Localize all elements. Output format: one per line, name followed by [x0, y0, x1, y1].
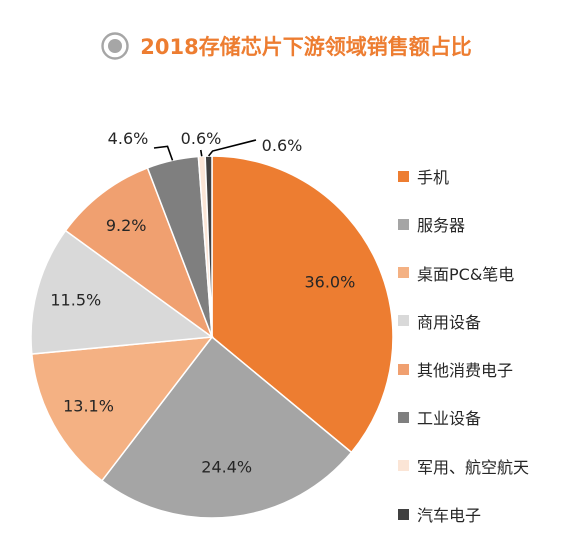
- legend-item-8: 汽车电子: [398, 502, 529, 526]
- legend-item-5: 其他消费电子: [398, 357, 529, 381]
- pie-data-label-8: 0.6%: [262, 136, 303, 155]
- legend-label-3: 桌面PC&笔电: [417, 264, 515, 284]
- legend-item-3: 桌面PC&笔电: [398, 261, 529, 285]
- legend-item-6: 工业设备: [398, 405, 529, 429]
- legend-swatch-3: [398, 267, 409, 279]
- pie-data-label-2: 24.4%: [201, 458, 252, 477]
- pie-slice-3: [30, 336, 214, 482]
- legend-label-6: 工业设备: [417, 409, 482, 429]
- pie-data-label-6: 4.6%: [108, 129, 149, 148]
- legend-item-7: 军用、航空航天: [398, 454, 529, 478]
- legend-swatch-8: [398, 508, 409, 520]
- pie-slices: [30, 155, 394, 519]
- radio-target-icon: [101, 32, 129, 60]
- legend-swatch-2: [398, 218, 409, 230]
- legend-label-7: 军用、航空航天: [417, 457, 530, 477]
- chart-title: 2018存储芯片下游领域销售额占比: [140, 35, 472, 59]
- callout-line-1: [153, 145, 174, 161]
- legend-label-2: 服务器: [417, 216, 466, 236]
- callout-line-2: [199, 149, 203, 157]
- legend-label-5: 其他消费电子: [417, 361, 514, 381]
- legend-label-1: 手机: [417, 168, 450, 187]
- chart-page: 2018存储芯片下游领域销售额占比 36.0% 24.4% 13.1% 11.5% 9.…: [0, 26, 572, 525]
- callout-line-3: [207, 139, 257, 157]
- chart-legend: 手机服务器桌面PC&笔电 商用设备其他消费电子 工业设备军用、航空航天 汽车电子: [398, 164, 529, 550]
- pie-data-label-4: 11.5%: [50, 291, 101, 310]
- legend-item-4: 商用设备: [398, 309, 529, 333]
- chart-title-row: 2018存储芯片下游领域销售额占比: [0, 26, 572, 66]
- legend-swatch-4: [398, 315, 409, 327]
- legend-swatch-1: [398, 170, 409, 182]
- pie-data-label-5: 9.2%: [106, 216, 147, 235]
- legend-label-4: 商用设备: [417, 312, 482, 332]
- pie-data-label-3: 13.1%: [63, 396, 114, 415]
- pie-data-label-1: 36.0%: [304, 273, 355, 292]
- legend-swatch-6: [398, 411, 409, 423]
- pie-slice-1: [211, 155, 394, 454]
- pie-data-labels: 36.0% 24.4% 13.1% 11.5% 9.2% 4.6% 0.6% 0.6%: [50, 129, 355, 477]
- legend-label-8: 汽车电子: [417, 506, 482, 526]
- legend-swatch-7: [398, 460, 409, 472]
- legend-item-2: 服务器: [398, 212, 529, 236]
- pie-slice-5: [64, 166, 214, 340]
- pie-slice-2: [100, 335, 353, 519]
- legend-swatch-5: [398, 363, 409, 375]
- legend-item-1: 手机: [398, 164, 529, 188]
- pie-data-label-7: 0.6%: [181, 129, 222, 148]
- pie-chart: 36.0% 24.4% 13.1% 11.5% 9.2% 4.6% 0.6% 0.6%: [30, 129, 394, 519]
- pie-slice-4: [30, 229, 215, 355]
